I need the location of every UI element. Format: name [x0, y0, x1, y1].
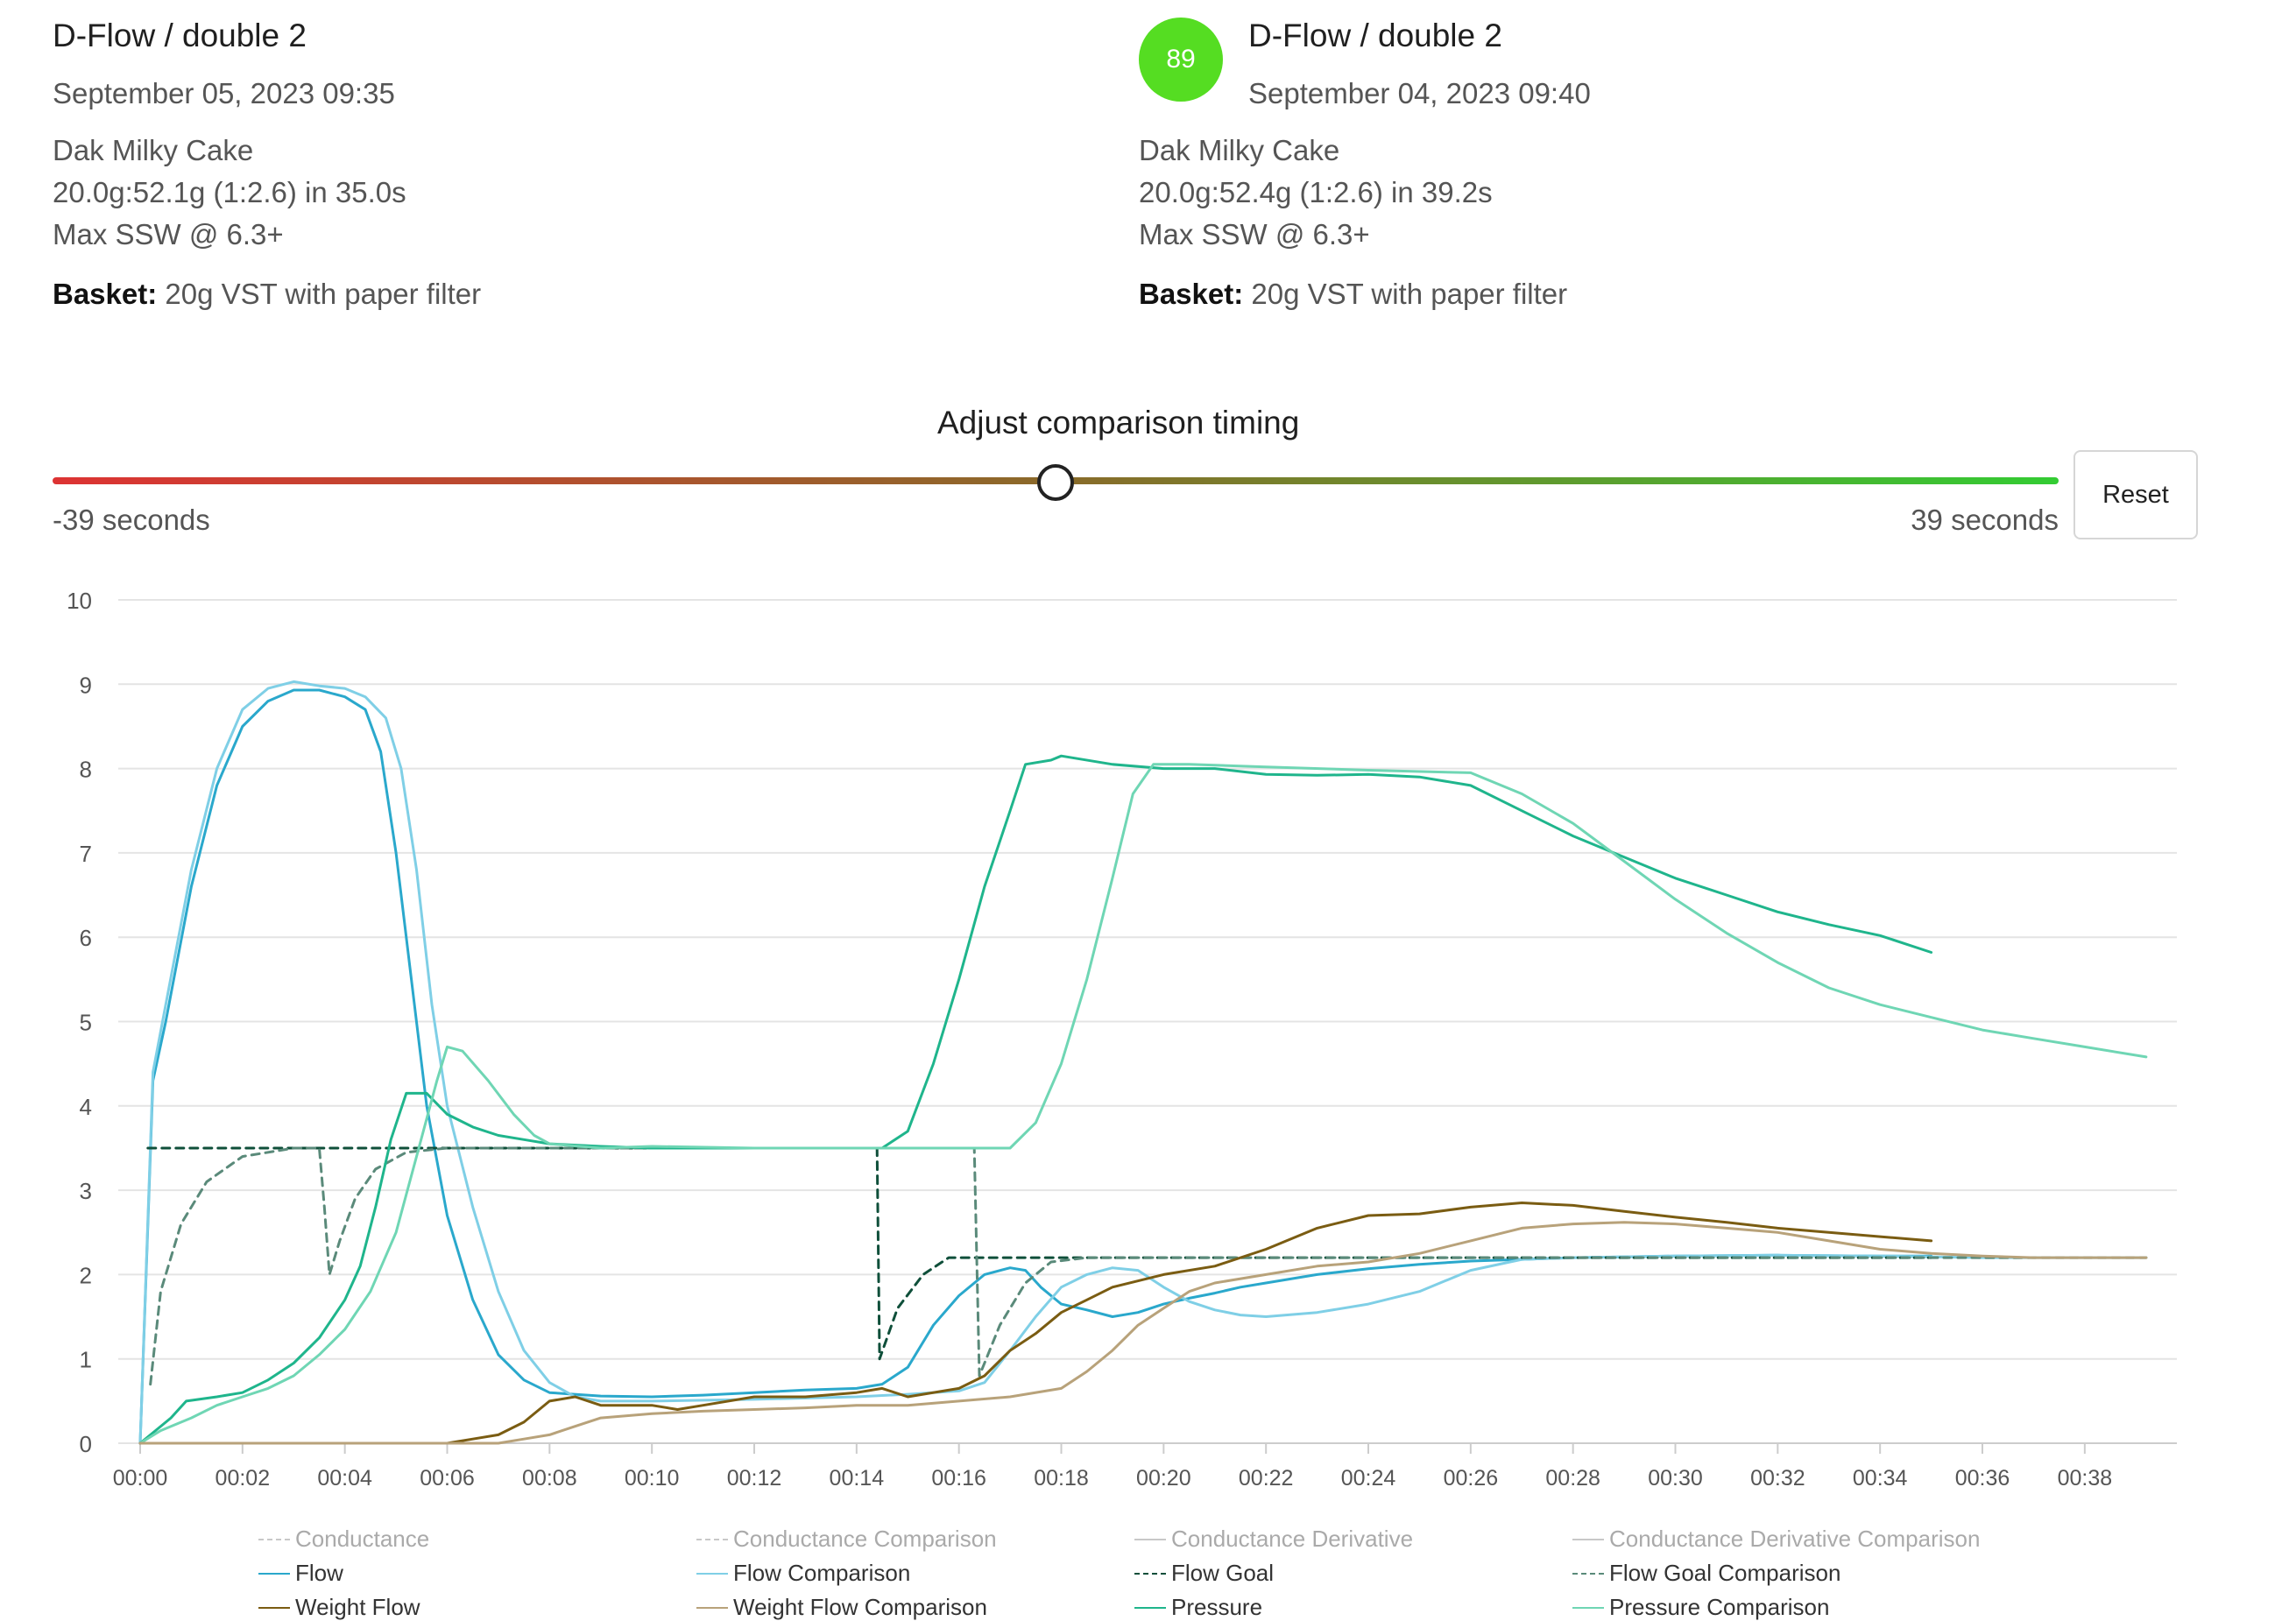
x-tick-label: 00:20 — [1136, 1466, 1191, 1491]
series-line-flow-goal-comparison — [149, 1146, 2148, 1386]
series-line-flow-goal — [146, 1146, 1933, 1361]
y-tick-label: 1 — [80, 1347, 92, 1373]
legend-swatch — [258, 1573, 290, 1575]
x-tick-label: 00:04 — [317, 1466, 372, 1491]
score-badge: 89 — [1139, 18, 1223, 102]
shot-grinder: Max SSW @ 6.3+ — [53, 218, 284, 250]
legend-swatch — [696, 1573, 728, 1575]
x-tick-label: 00:30 — [1648, 1466, 1703, 1491]
x-tick-label: 00:38 — [2058, 1466, 2113, 1491]
x-tick-label: 00:18 — [1034, 1466, 1089, 1491]
x-tick-label: 00:08 — [522, 1466, 577, 1491]
x-tick-label: 00:24 — [1341, 1466, 1396, 1491]
legend-label: Flow — [295, 1560, 343, 1586]
shot-bean: Dak Milky Cake — [1139, 134, 1340, 166]
shot-date: September 04, 2023 09:40 — [1248, 77, 1591, 109]
y-tick-label: 8 — [80, 757, 92, 783]
shot-bean: Dak Milky Cake — [53, 134, 254, 166]
shot-ratio: 20.0g:52.4g (1:2.6) in 39.2s — [1139, 176, 1493, 208]
basket-label: Basket: — [53, 278, 158, 310]
shot-title[interactable]: D-Flow / double 2 — [53, 18, 307, 53]
legend-swatch — [1572, 1607, 1604, 1609]
legend-label: Pressure Comparison — [1609, 1594, 1830, 1620]
timing-title: Adjust comparison timing — [937, 405, 1300, 440]
y-tick-label: 0 — [80, 1431, 92, 1457]
x-tick-label: 00:22 — [1239, 1466, 1294, 1491]
legend-label: Flow Goal Comparison — [1609, 1560, 1841, 1586]
shot-chart: 0 1 2 3 4 5 6 7 8 9 10 00:00 00:02 00:04 00:06 00:08 00:… — [67, 588, 2177, 1491]
legend-label: Weight Flow — [295, 1594, 420, 1620]
legend-label: Conductance — [295, 1526, 430, 1552]
legend-label: Weight Flow Comparison — [733, 1594, 987, 1620]
x-tick-label: 00:34 — [1853, 1466, 1908, 1491]
series-line-pressure — [138, 754, 1933, 1445]
legend-swatch — [1134, 1573, 1166, 1575]
y-tick-label: 6 — [80, 925, 92, 951]
x-tick-label: 00:32 — [1750, 1466, 1805, 1491]
legend-swatch — [258, 1607, 290, 1609]
series-line-flow-comparison — [138, 680, 2148, 1445]
chart-axes: 0 1 2 3 4 5 6 7 8 9 10 00:00 00:02 00:04 00:06 00:08 00:… — [67, 588, 2177, 1491]
legend-label: Flow Goal — [1171, 1560, 1275, 1586]
legend-swatch — [258, 1539, 290, 1540]
legend-swatch — [1572, 1539, 1604, 1540]
x-tick-label: 00:16 — [931, 1466, 986, 1491]
reset-button[interactable]: Reset — [2073, 450, 2198, 539]
legend-swatch — [1572, 1573, 1604, 1575]
legend-swatch — [696, 1607, 728, 1609]
basket-label: Basket: — [1139, 278, 1244, 310]
shot-basket: Basket: 20g VST with paper filter — [53, 278, 481, 311]
x-tick-label: 00:26 — [1444, 1466, 1499, 1491]
shot-grinder: Max SSW @ 6.3+ — [1139, 218, 1370, 250]
basket-value: 20g VST with paper filter — [1251, 278, 1568, 310]
y-tick-label: 5 — [80, 1010, 92, 1036]
chart-series — [138, 680, 2148, 1445]
shot-date: September 05, 2023 09:35 — [53, 77, 395, 109]
timing-slider-thumb[interactable] — [1037, 464, 1074, 501]
legend-swatch — [696, 1539, 728, 1540]
legend-swatch — [1134, 1607, 1166, 1609]
x-tick-label: 00:06 — [420, 1466, 475, 1491]
series-line-pressure-comparison — [138, 763, 2148, 1445]
x-tick-label: 00:10 — [625, 1466, 680, 1491]
x-tick-label: 00:00 — [113, 1466, 168, 1491]
y-tick-label: 9 — [80, 672, 92, 698]
x-tick-label: 00:36 — [1955, 1466, 2010, 1491]
x-tick-label: 00:02 — [215, 1466, 271, 1491]
series-line-weight-flow — [138, 1202, 1933, 1445]
x-tick-label: 00:14 — [830, 1466, 885, 1491]
chart-grid — [118, 599, 2177, 1444]
shot-ratio: 20.0g:52.1g (1:2.6) in 35.0s — [53, 176, 406, 208]
y-tick-label: 10 — [67, 588, 92, 614]
y-tick-label: 2 — [80, 1262, 92, 1288]
legend-swatch — [1134, 1539, 1166, 1540]
shot-basket: Basket: 20g VST with paper filter — [1139, 278, 1567, 311]
legend-label: Pressure — [1171, 1594, 1263, 1620]
legend-label: Conductance Derivative — [1171, 1526, 1414, 1552]
legend-label: Flow Comparison — [733, 1560, 911, 1586]
x-tick-label: 00:28 — [1545, 1466, 1600, 1491]
series-line-flow — [138, 688, 1933, 1445]
basket-value: 20g VST with paper filter — [165, 278, 482, 310]
timing-max-label: 39 seconds — [1911, 504, 2059, 536]
y-tick-label: 3 — [80, 1178, 92, 1204]
legend-label: Conductance Comparison — [733, 1526, 997, 1552]
timing-min-label: -39 seconds — [53, 504, 210, 536]
legend-label: Conductance Derivative Comparison — [1609, 1526, 1981, 1552]
series-line-weight-flow-comparison — [138, 1221, 2148, 1445]
x-tick-label: 00:12 — [727, 1466, 782, 1491]
shot-title[interactable]: D-Flow / double 2 — [1248, 18, 1502, 53]
y-tick-label: 4 — [80, 1094, 92, 1120]
y-tick-label: 7 — [80, 841, 92, 867]
